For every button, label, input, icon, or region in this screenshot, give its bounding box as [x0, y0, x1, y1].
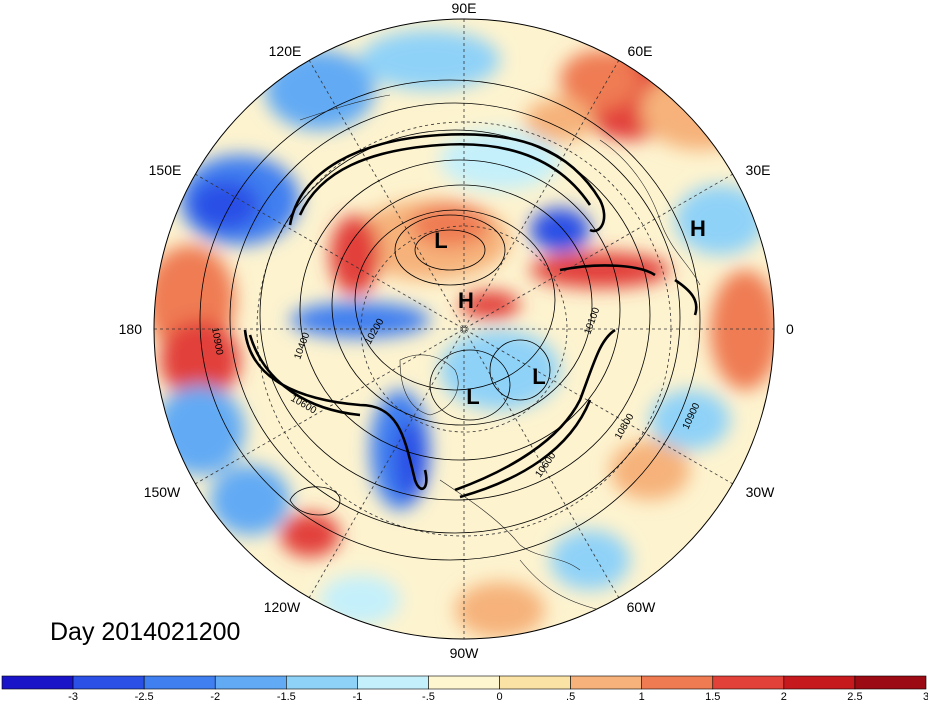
colorbar-swatch: [72, 675, 145, 690]
colorbar-swatch: [712, 675, 785, 690]
colorbar-tick-label: -3: [68, 691, 78, 702]
colorbar-tick-label: -.5: [422, 691, 435, 702]
high-center-label: H: [690, 216, 706, 241]
colorbar-swatch: [641, 675, 714, 690]
colorbar-swatch: [214, 675, 287, 690]
lon-label-60e: 60E: [628, 43, 653, 59]
lon-label-30w: 30W: [746, 484, 776, 500]
lon-label-90e: 90E: [452, 0, 477, 16]
low-center-label: L: [466, 384, 479, 409]
lon-label-0: 0: [786, 321, 794, 337]
contour-label: 10900: [209, 327, 225, 357]
coastlines: [299, 94, 701, 611]
colorbar-swatch: [854, 675, 927, 690]
map-boundary: [153, 18, 775, 640]
colorbar-tick-label: 0: [496, 691, 502, 702]
colorbar-tick-label: 3: [923, 691, 928, 702]
low-center-label: L: [532, 364, 545, 389]
colorbar-swatch: [143, 675, 216, 690]
colorbar-tick-label: .5: [566, 691, 575, 702]
colorbar-tick-label: 1: [639, 691, 645, 702]
low-center-label: L: [434, 228, 447, 253]
colorbar-tick-label: -1.5: [277, 691, 296, 702]
lon-label-150w: 150W: [144, 484, 181, 500]
lon-label-120e: 120E: [269, 43, 302, 59]
lon-label-120w: 120W: [264, 599, 301, 615]
lon-label-150e: 150E: [149, 162, 182, 178]
colorbar: -3 -2.5 -2 -1.5 -1 -.5 0 .5 1 1.5 2 2.5 3: [1, 675, 928, 702]
colorbar-swatch: [499, 675, 571, 690]
colorbar-swatch: [570, 675, 642, 690]
lon-label-180: 180: [119, 321, 143, 337]
lon-label-90w: 90W: [450, 645, 480, 661]
colorbar-tick-label: 2: [781, 691, 787, 702]
colorbar-swatch: [428, 675, 500, 690]
colorbar-swatch: [286, 675, 358, 690]
colorbar-tick-label: -2: [210, 691, 220, 702]
high-center-label: H: [458, 288, 474, 313]
colorbar-tick-label: -2.5: [135, 691, 154, 702]
jet-contours: [243, 133, 698, 499]
lon-label-60w: 60W: [627, 599, 657, 615]
colorbar-tick-label: 1.5: [705, 691, 720, 702]
colorbar-swatch: [783, 675, 856, 690]
colorbar-swatch: [357, 675, 429, 690]
colorbar-tick-label: -1: [352, 691, 362, 702]
map-title: Day 2014021200: [50, 618, 241, 646]
height-contours: [199, 79, 701, 561]
colorbar-swatch: [1, 675, 74, 690]
colorbar-tick-label: 2.5: [847, 691, 862, 702]
lon-label-30e: 30E: [746, 162, 771, 178]
